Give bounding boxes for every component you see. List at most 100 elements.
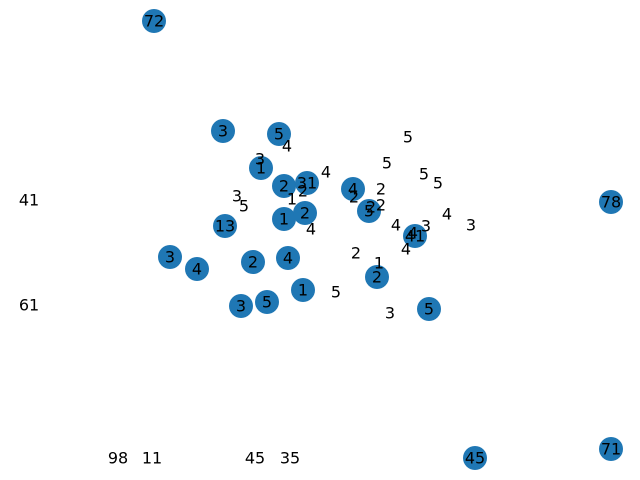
graph-node: 2 — [365, 265, 389, 289]
node-circle — [272, 174, 296, 198]
node-label: 1 — [256, 159, 266, 178]
free-label: 41 — [19, 191, 39, 210]
node-label: 1 — [298, 281, 308, 300]
free-label: 5 — [433, 174, 443, 193]
node-label: 13 — [215, 217, 235, 236]
graph-node: 78 — [599, 190, 623, 214]
graph-node: 72 — [142, 9, 166, 33]
node-label: 78 — [601, 193, 621, 212]
node-circle — [417, 297, 441, 321]
graph-node: 13 — [213, 214, 237, 238]
free-label: 5 — [331, 283, 341, 302]
node-label: 3 — [236, 297, 246, 316]
free-label: 2 — [376, 196, 386, 215]
free-label: 2 — [298, 182, 308, 201]
node-label: 2 — [248, 253, 258, 272]
free-label: 5 — [239, 197, 249, 216]
node-label: 3 — [218, 122, 228, 141]
graph-node: 3 — [211, 119, 235, 143]
free-label: 98 — [108, 449, 128, 468]
free-label: 2 — [349, 188, 359, 207]
graph-node: 3 — [158, 245, 182, 269]
free-label: 35 — [280, 449, 300, 468]
graph-node: 41 — [403, 224, 427, 248]
node-label: 31 — [297, 174, 317, 193]
graph-node: 5 — [267, 122, 291, 146]
graph-node: 4 — [341, 177, 365, 201]
graph-node: 1 — [249, 156, 273, 180]
node-label: 2 — [372, 268, 382, 287]
free-label: 61 — [19, 296, 39, 315]
free-label: 2 — [366, 198, 376, 217]
graph-node: 45 — [463, 446, 487, 470]
node-label: 5 — [364, 202, 374, 221]
free-label: 4 — [391, 216, 401, 235]
node-circle — [213, 214, 237, 238]
node-circle — [185, 257, 209, 281]
node-label: 4 — [192, 260, 202, 279]
node-circle — [599, 190, 623, 214]
node-label: 5 — [262, 293, 272, 312]
node-circle — [357, 199, 381, 223]
free-label: 5 — [382, 154, 392, 173]
graph-node: 5 — [255, 290, 279, 314]
graph-node: 4 — [185, 257, 209, 281]
node-label: 4 — [348, 180, 358, 199]
free-label: 1 — [374, 254, 384, 273]
graph-node: 1 — [291, 278, 315, 302]
free-label: 5 — [419, 165, 429, 184]
node-circle — [276, 246, 300, 270]
free-label: 3 — [255, 150, 265, 169]
node-label: 45 — [465, 449, 485, 468]
node-circle — [293, 201, 317, 225]
graph-node: 1 — [272, 207, 296, 231]
node-circle — [255, 290, 279, 314]
free-label: 3 — [232, 187, 242, 206]
graph-node: 5 — [357, 199, 381, 223]
node-circle — [463, 446, 487, 470]
node-circle — [599, 437, 623, 461]
free-label: 3 — [421, 217, 431, 236]
graph-node: 71 — [599, 437, 623, 461]
free-label: 4 — [408, 224, 418, 243]
free-label: 4 — [401, 240, 411, 259]
node-circle — [229, 294, 253, 318]
free-label: 2 — [351, 244, 361, 263]
free-label: 4 — [282, 137, 292, 156]
graph-node: 2 — [241, 250, 265, 274]
node-circle — [158, 245, 182, 269]
free-label: 3 — [385, 304, 395, 323]
node-label: 2 — [300, 204, 310, 223]
node-circle — [341, 177, 365, 201]
free-label: 3 — [466, 216, 476, 235]
graph-node: 31 — [295, 171, 319, 195]
node-circle — [291, 278, 315, 302]
node-label: 2 — [279, 177, 289, 196]
free-label: 1 — [287, 190, 297, 209]
node-circle — [142, 9, 166, 33]
graph-node: 5 — [417, 297, 441, 321]
free-label: 2 — [376, 180, 386, 199]
node-circle — [365, 265, 389, 289]
free-label: 11 — [142, 449, 162, 468]
node-label: 1 — [279, 210, 289, 229]
free-label: 4 — [442, 205, 452, 224]
free-label: 4 — [306, 220, 316, 239]
node-label: 5 — [424, 300, 434, 319]
node-label: 3 — [165, 248, 175, 267]
node-label: 71 — [601, 440, 621, 459]
node-circle — [241, 250, 265, 274]
node-label: 72 — [144, 12, 164, 31]
node-label: 41 — [405, 227, 425, 246]
node-circle — [249, 156, 273, 180]
graph-node: 4 — [276, 246, 300, 270]
free-label: 5 — [403, 128, 413, 147]
node-label: 5 — [274, 125, 284, 144]
node-circle — [403, 224, 427, 248]
node-label: 4 — [283, 249, 293, 268]
free-label: 4 — [321, 163, 331, 182]
node-circle — [267, 122, 291, 146]
graph-node: 3 — [229, 294, 253, 318]
graph-node: 2 — [293, 201, 317, 225]
